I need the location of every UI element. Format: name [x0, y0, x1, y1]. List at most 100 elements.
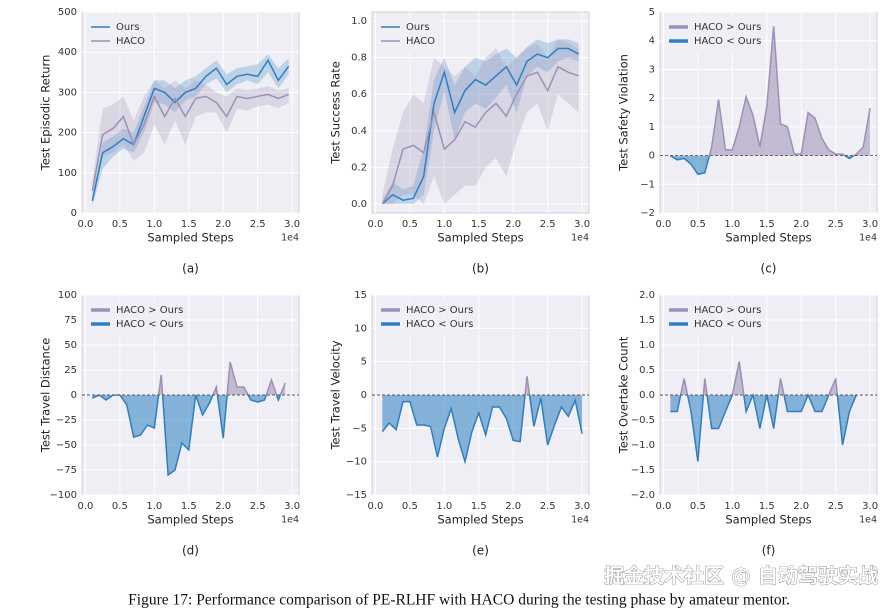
y-tick-label: 0.4 [351, 126, 367, 137]
y-tick-label: 0 [71, 208, 77, 219]
plot-area [91, 54, 290, 205]
y-tick-label: 400 [58, 47, 77, 58]
x-tick-label: 3.0 [862, 501, 878, 512]
x-tick-label: 2.0 [793, 501, 809, 512]
y-tick-label: 0 [649, 151, 655, 162]
legend-label: HACO [116, 36, 145, 47]
confidence-band [92, 54, 289, 205]
y-tick-label: −100 [50, 490, 77, 501]
x-tick-label: 0.0 [77, 219, 93, 230]
y-tick-label: 1.0 [351, 16, 367, 27]
plot-area [381, 39, 580, 205]
y-axis-label: Test Travel Velocity [329, 340, 343, 450]
x-tick-label: 2.0 [215, 219, 231, 230]
y-tick-label: −2.0 [631, 490, 655, 501]
series-line [91, 93, 289, 192]
x-tick-label: 2.5 [828, 501, 844, 512]
x-tick-label: 0.0 [367, 219, 383, 230]
legend-label: HACO > Ours [694, 22, 761, 33]
y-tick-label: 3 [649, 64, 655, 75]
y-tick-label: 100 [58, 290, 77, 301]
subplot: −2.0 −1.5 −1.0 −0.5 0.0 0.5 1.0 1.5 2.0 0.0 0.5 1.0… [617, 290, 879, 558]
y-tick-label: 1.0 [639, 340, 655, 351]
legend-box [86, 16, 148, 52]
y-axis-label: Test Success Rate [329, 61, 343, 165]
plot-area [372, 376, 589, 465]
confidence-band [92, 80, 289, 197]
x-axis-label: Sampled Steps [437, 513, 523, 527]
x-tick-label: 2.0 [215, 501, 231, 512]
area-below-line [669, 155, 856, 176]
x-offset-label: 1e4 [281, 515, 299, 526]
subplot: −15 −10 −5 0 5 10 15 0.0 0.5 1.0 1.5 2.0 2.5 3.0 1e4 Sa… [329, 290, 591, 558]
area-below-line [670, 395, 858, 462]
x-axis-label: Sampled Steps [147, 513, 233, 527]
y-tick-label: −50 [56, 440, 77, 451]
y-tick-label: 5 [361, 357, 367, 368]
y-axis-label: Test Overtake Count [617, 336, 631, 454]
legend: HACO > Ours HACO < Ours [664, 299, 761, 335]
y-tick-label: 0.0 [639, 390, 655, 401]
y-tick-label: −1 [640, 179, 655, 190]
legend-label: HACO > Ours [406, 305, 473, 316]
x-tick-label: 2.5 [828, 219, 844, 230]
x-axis-label: Sampled Steps [437, 231, 523, 245]
subplot: 0.0 0.2 0.4 0.6 0.8 1.0 0.0 0.5 1.0 1.5 2.0 2.5 3.0 1… [329, 11, 590, 276]
y-tick-label: 300 [58, 87, 77, 98]
plot-area [82, 361, 299, 477]
x-tick-label: 0.5 [112, 501, 128, 512]
x-tick-label: 1.0 [436, 501, 452, 512]
area-below [670, 155, 855, 175]
x-tick-label: 0.5 [402, 219, 418, 230]
y-tick-label: 2 [649, 93, 655, 104]
y-tick-label: 5 [649, 7, 655, 18]
x-tick-label: 0.5 [690, 501, 706, 512]
x-tick-label: 0.0 [77, 501, 93, 512]
y-tick-label: 0 [71, 390, 77, 401]
x-tick-label: 0.0 [367, 501, 383, 512]
figure-caption: Figure 17: Performance comparison of PE-… [128, 592, 790, 609]
y-tick-label: 1.5 [639, 315, 655, 326]
x-tick-label: 1.5 [181, 501, 197, 512]
x-tick-label: 1.0 [436, 219, 452, 230]
area-below-line [92, 395, 282, 477]
confidence-band [382, 39, 579, 204]
x-tick-label: 0.5 [402, 501, 418, 512]
y-tick-label: −0.5 [631, 415, 655, 426]
legend-box [86, 299, 178, 335]
x-tick-label: 3.0 [284, 501, 300, 512]
area-below [92, 395, 286, 475]
x-tick-label: 3.0 [574, 219, 590, 230]
x-tick-label: 1.0 [724, 501, 740, 512]
y-tick-label: 0 [361, 390, 367, 401]
x-tick-label: 1.5 [759, 219, 775, 230]
x-tick-label: 2.0 [505, 219, 521, 230]
y-tick-label: 0.2 [351, 162, 367, 173]
y-tick-label: 0.8 [351, 53, 367, 64]
x-tick-label: 2.0 [505, 501, 521, 512]
legend-label: HACO > Ours [694, 305, 761, 316]
y-tick-label: −10 [346, 457, 367, 468]
y-tick-label: −1.5 [631, 465, 655, 476]
x-axis-label: Sampled Steps [725, 231, 811, 245]
x-tick-label: 1.0 [146, 219, 162, 230]
area-below-line [381, 395, 583, 465]
x-tick-label: 1.0 [146, 501, 162, 512]
y-tick-label: 25 [64, 365, 77, 376]
legend-box [376, 299, 468, 335]
x-tick-label: 2.0 [793, 219, 809, 230]
x-tick-label: 2.5 [250, 501, 266, 512]
subplot: −2 −1 0 1 2 3 4 5 0.0 0.5 1.0 1.5 2.0 2.5 3.0 1e4 Sample… [617, 7, 879, 276]
panel-label: (e) [472, 544, 489, 558]
area-below [670, 395, 857, 462]
panel-label: (d) [182, 544, 199, 558]
x-tick-label: 0.5 [690, 219, 706, 230]
y-tick-label: 1 [649, 122, 655, 133]
y-tick-label: −1.0 [631, 440, 655, 451]
y-tick-label: −75 [56, 465, 77, 476]
area-above-line [670, 26, 871, 156]
x-tick-label: 3.0 [862, 219, 878, 230]
legend-label: HACO [406, 36, 435, 47]
y-tick-label: 500 [58, 7, 77, 18]
